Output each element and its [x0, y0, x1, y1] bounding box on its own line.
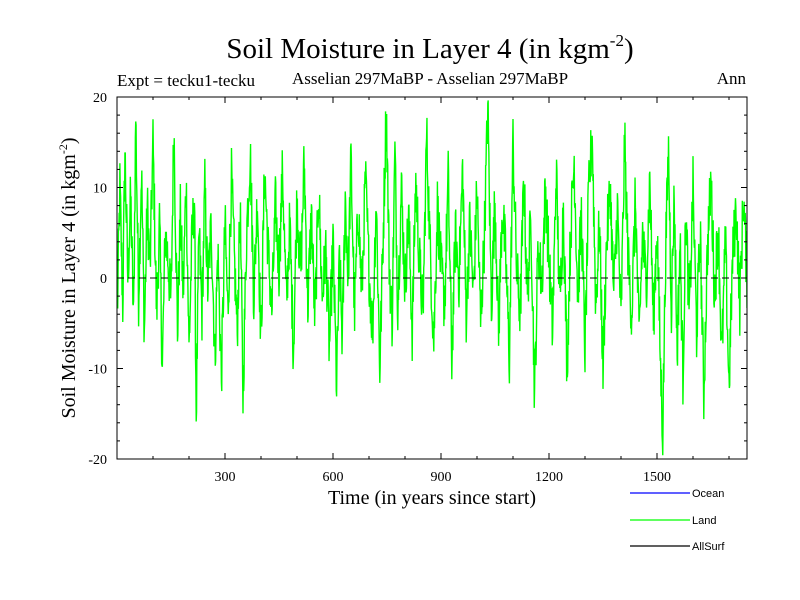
x-tick-label: 300	[215, 470, 236, 485]
legend-allsurf-label: AllSurf	[692, 541, 725, 553]
y-axis-title-superscript: -2	[56, 144, 70, 154]
chart-title-superscript: -2	[610, 31, 624, 50]
y-tick-label: 0	[100, 272, 107, 287]
chart-title-main: Soil Moisture in Layer 4 (in kgm	[226, 33, 610, 65]
series-line-land	[117, 100, 747, 456]
y-tick-label: -10	[88, 363, 107, 378]
x-tick-label: 600	[323, 470, 344, 485]
legend-ocean-label: Ocean	[692, 488, 724, 500]
chart-title-suffix: )	[624, 33, 634, 65]
y-tick-label: -20	[88, 453, 107, 468]
y-axis-title: Soil Moisture in Layer 4 (in kgm-2)	[56, 137, 80, 418]
x-tick-label: 1200	[535, 470, 563, 485]
y-axis: -20 -10 0 10 20	[88, 91, 747, 468]
x-axis-title: Time (in years since start)	[328, 487, 536, 509]
legend: Ocean Land AllSurf	[630, 488, 725, 553]
x-axis: 300 600 900 1200 1500	[152, 97, 730, 485]
y-axis-title-suffix: )	[58, 137, 80, 144]
x-tick-label: 1500	[643, 470, 671, 485]
y-tick-label: 20	[93, 91, 107, 106]
chart-title: Soil Moisture in Layer 4 (in kgm-2)	[226, 31, 633, 65]
x-tick-label: 900	[431, 470, 452, 485]
subtitle-period: Asselian 297MaBP - Asselian 297MaBP	[292, 69, 568, 88]
subtitle-season: Ann	[717, 69, 747, 88]
legend-land-label: Land	[692, 515, 716, 527]
subtitle-experiment: Expt = tecku1-tecku	[117, 71, 255, 90]
y-tick-label: 10	[93, 182, 107, 197]
y-axis-title-main: Soil Moisture in Layer 4 (in kgm	[58, 154, 80, 419]
